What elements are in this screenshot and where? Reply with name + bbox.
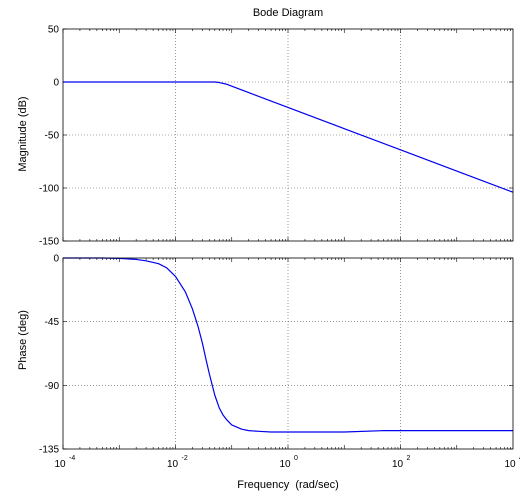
- y-tick-label: -90: [45, 381, 60, 392]
- y-tick-label: 0: [53, 254, 59, 265]
- x-tick-label: 10: [167, 459, 179, 470]
- y-tick-label: -150: [39, 237, 59, 248]
- x-tick-label: 10: [54, 459, 66, 470]
- y-tick-label: -50: [45, 131, 60, 142]
- y-tick-label: 0: [53, 78, 59, 89]
- x-tick-exponent: 0: [294, 455, 298, 462]
- magnitude-plot: 50 0 -50 -100 -150: [39, 25, 514, 248]
- plot-frame: [62, 28, 514, 242]
- magnitude-axis-label: Magnitude (dB): [17, 96, 29, 171]
- y-tick-label: 50: [48, 25, 60, 36]
- frequency-axis-label: Frequency (rad/sec): [237, 479, 338, 491]
- y-tick-label: -100: [39, 184, 59, 195]
- y-tick-label: -135: [39, 445, 59, 456]
- x-tick-exponent: -2: [182, 455, 188, 462]
- x-tick-exponent: -4: [69, 455, 75, 462]
- x-tick-exponent: 2: [407, 455, 411, 462]
- plot-frame: [62, 257, 514, 450]
- phase-axis-label: Phase (deg): [17, 310, 29, 370]
- magnitude-series-line: [63, 81, 514, 193]
- chart-title: Bode Diagram: [253, 7, 323, 19]
- x-tick-label: 10: [279, 459, 291, 470]
- phase-series-line: [63, 257, 513, 433]
- x-tick-label: 10: [504, 459, 516, 470]
- y-tick-label: -45: [45, 317, 60, 328]
- x-tick-label: 10: [392, 459, 404, 470]
